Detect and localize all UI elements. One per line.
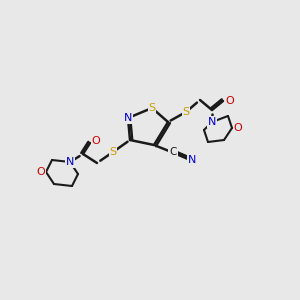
Text: N: N <box>188 155 196 165</box>
Text: O: O <box>92 136 100 146</box>
Text: S: S <box>148 103 156 113</box>
Text: O: O <box>37 167 45 177</box>
Text: O: O <box>234 123 242 133</box>
Text: S: S <box>110 147 117 157</box>
Text: N: N <box>66 157 74 167</box>
Text: N: N <box>208 117 216 127</box>
Text: C: C <box>169 147 177 157</box>
Text: O: O <box>226 96 234 106</box>
Text: S: S <box>182 107 190 117</box>
Text: N: N <box>124 113 132 123</box>
